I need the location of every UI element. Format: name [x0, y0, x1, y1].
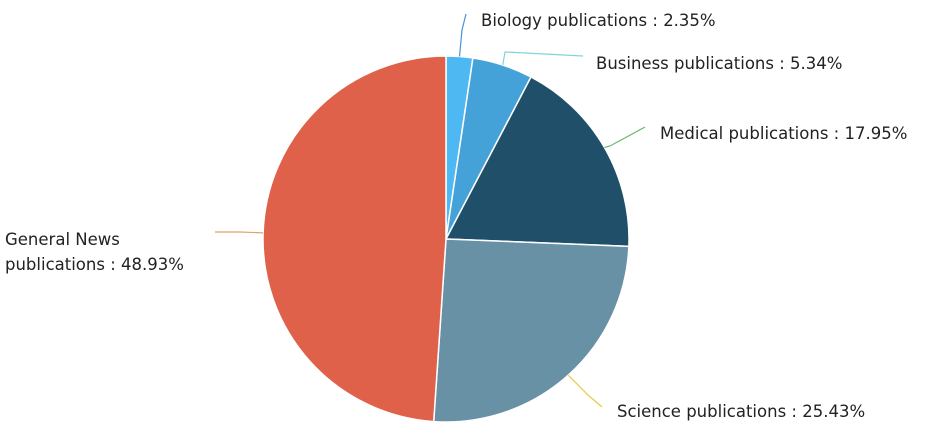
pie-slice [444, 75, 630, 248]
leader-line [502, 51, 584, 66]
category: General News publications [5, 230, 126, 274]
category: Science publications [617, 402, 787, 421]
pie-slice [432, 238, 630, 423]
value-label: 2.35% [663, 11, 716, 30]
category: Business publications [596, 54, 774, 73]
slice-label: Biology publications : 2.35% [481, 8, 881, 33]
separator: : [828, 124, 845, 143]
leader-line [604, 126, 646, 149]
value-label: 25.43% [802, 402, 866, 421]
leader-line [458, 13, 467, 57]
slice-label: Science publications : 25.43% [617, 399, 927, 424]
category: Biology publications [481, 11, 648, 30]
leader-line [567, 374, 603, 408]
value-label: 5.34% [790, 54, 843, 73]
separator: : [104, 255, 122, 274]
separator: : [773, 54, 791, 73]
slice-label: Medical publications : 17.95% [660, 121, 935, 146]
pie-slice [262, 55, 447, 423]
leader-line [215, 231, 264, 234]
category: Medical publications [660, 124, 829, 143]
value-label: 48.93% [121, 255, 184, 274]
separator: : [786, 402, 803, 421]
value-label: 17.95% [844, 124, 908, 143]
slice-label: Business publications : 5.34% [596, 51, 935, 76]
slice-label: General News publications : 48.93% [5, 227, 205, 277]
separator: : [647, 11, 664, 30]
